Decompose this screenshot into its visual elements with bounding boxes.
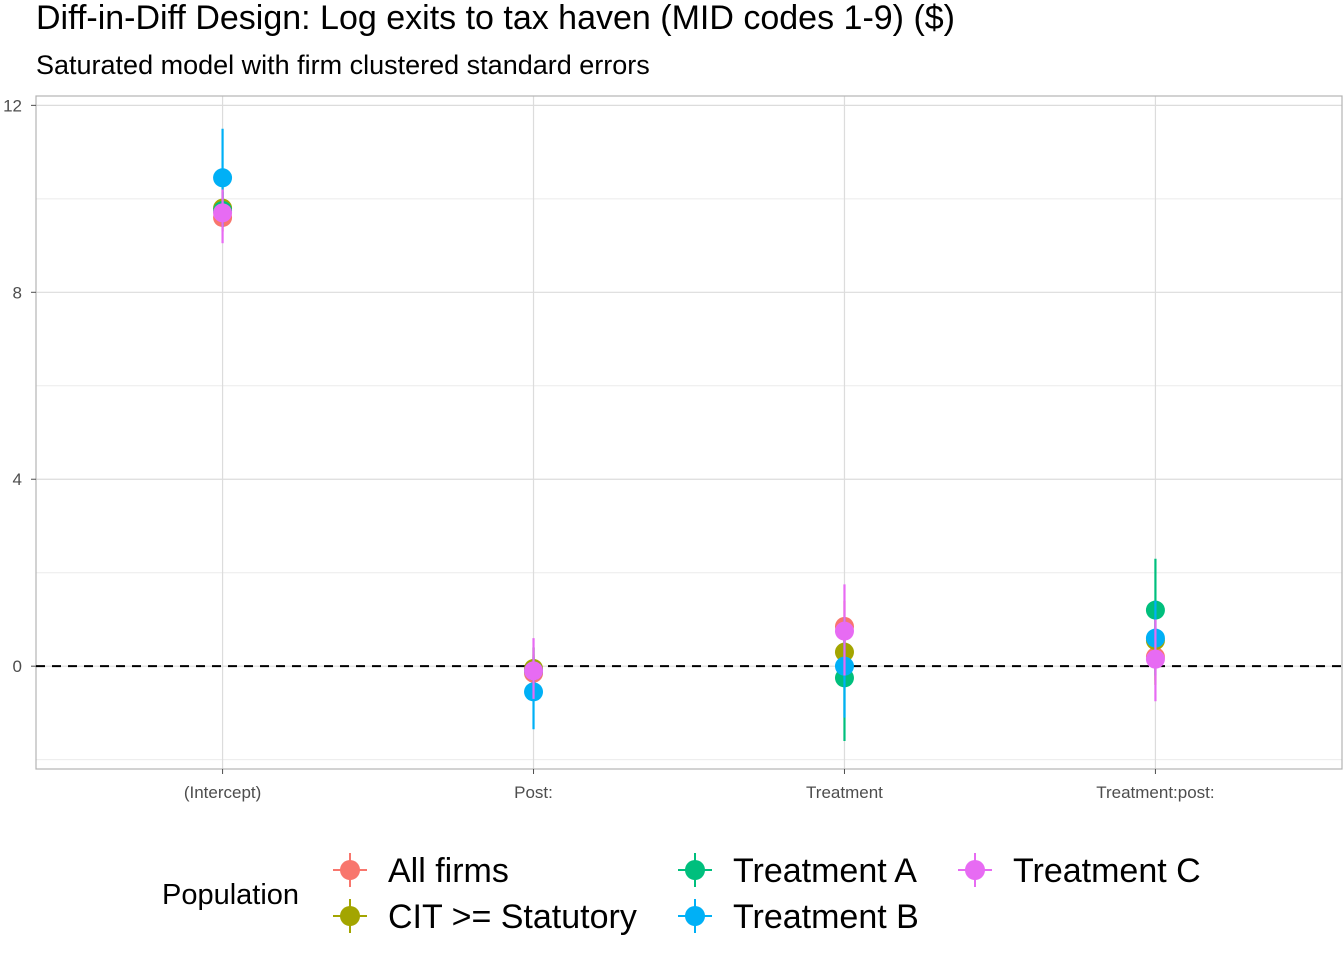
legend-item: Treatment A — [678, 852, 917, 890]
data-point — [524, 661, 544, 681]
y-tick-label: 8 — [13, 283, 22, 302]
series-treatment-b — [213, 128, 1165, 730]
legend-key-point — [685, 906, 705, 926]
legend: Population All firms CIT >= Statutory Treat… — [162, 852, 1201, 936]
data-point — [834, 621, 854, 641]
y-tick-label: 0 — [13, 657, 22, 676]
legend-label: Treatment A — [733, 852, 917, 890]
legend-key-point — [340, 906, 360, 926]
series-all-firms — [213, 203, 1165, 692]
legend-item: Treatment B — [678, 898, 919, 936]
legend-item: All firms — [333, 852, 509, 890]
legend-key-point — [340, 860, 360, 880]
legend-label: Treatment C — [1013, 852, 1201, 890]
legend-label: CIT >= Statutory — [388, 898, 637, 936]
x-tick-label: Post: — [514, 783, 553, 802]
data-point — [213, 168, 233, 188]
x-axis-ticks: (Intercept) Post: Treatment Treatment:post: — [184, 769, 1215, 802]
legend-title: Population — [162, 879, 299, 911]
legend-key-point — [965, 860, 985, 880]
x-tick-label: (Intercept) — [184, 783, 261, 802]
series-cit-statutory — [213, 184, 1165, 690]
plot-panel-border — [35, 95, 1343, 770]
x-tick-label: Treatment:post: — [1096, 783, 1214, 802]
y-tick-label: 12 — [3, 96, 22, 115]
data-point — [1145, 649, 1165, 669]
grid-lines — [36, 96, 1342, 769]
data-marks — [213, 128, 1165, 741]
y-axis-ticks: 0 4 8 12 — [3, 96, 36, 676]
legend-key-point — [685, 860, 705, 880]
legend-item: CIT >= Statutory — [333, 898, 637, 936]
series-treatment-a — [213, 191, 1165, 741]
series-treatment-c — [213, 189, 1165, 702]
legend-label: All firms — [388, 852, 509, 890]
y-tick-label: 4 — [13, 470, 22, 489]
legend-label: Treatment B — [733, 898, 919, 936]
chart-subtitle: Saturated model with firm clustered stan… — [36, 50, 650, 80]
data-point — [213, 203, 233, 223]
legend-item: Treatment C — [958, 852, 1201, 890]
chart-title: Diff-in-Diff Design: Log exits to tax ha… — [36, 0, 955, 37]
x-tick-label: Treatment — [806, 783, 883, 802]
